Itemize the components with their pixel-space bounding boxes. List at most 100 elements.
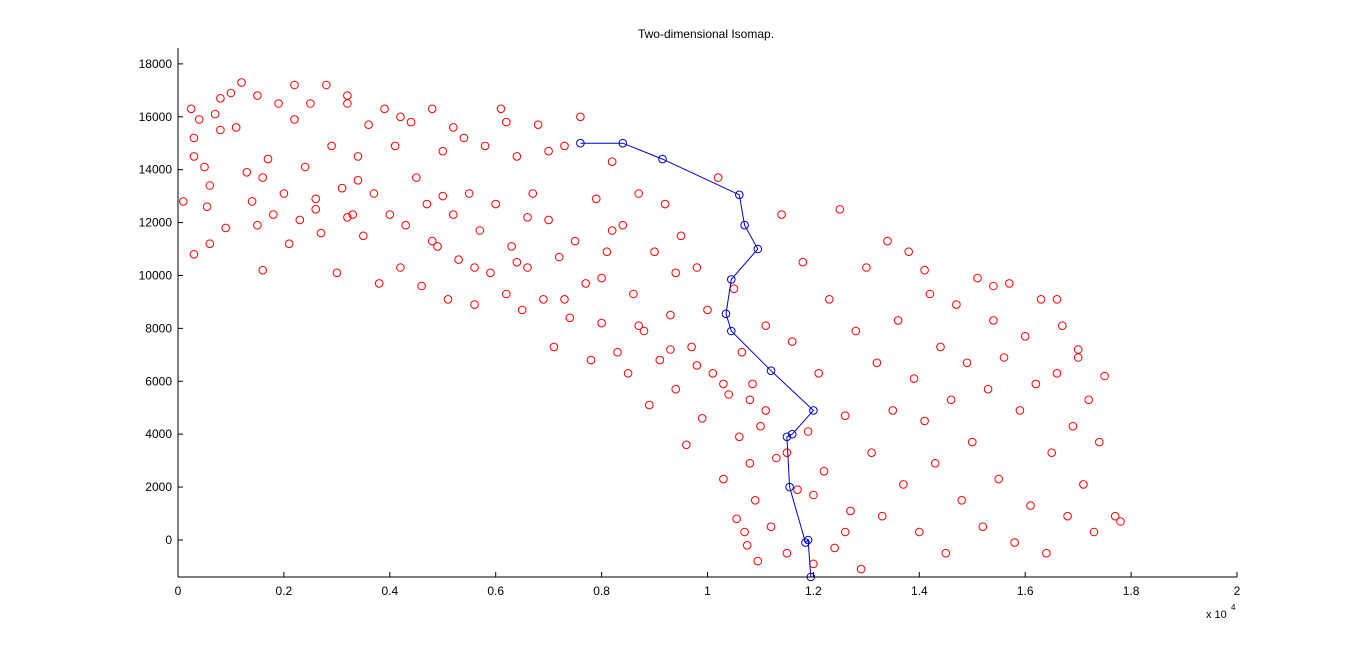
data-point <box>1100 371 1109 381</box>
data-point <box>623 369 633 378</box>
data-point <box>753 556 763 566</box>
data-point <box>502 289 511 299</box>
x-axis-ticks: 0 0.2 0.4 0.6 0.8 1 1.2 1.4 1.6 1.8 2 <box>175 572 1241 598</box>
data-point <box>936 342 945 352</box>
data-point <box>666 310 675 320</box>
data-point <box>470 263 479 272</box>
data-point <box>671 268 681 278</box>
data-point <box>883 236 892 246</box>
data-point <box>727 326 736 336</box>
data-point <box>210 109 220 119</box>
data-point <box>904 247 914 256</box>
data-point <box>443 295 453 304</box>
data-point <box>782 432 792 442</box>
data-point <box>449 210 458 219</box>
data-point <box>226 88 236 98</box>
data-point <box>533 120 543 129</box>
data-point <box>735 190 744 200</box>
data-point <box>785 482 794 492</box>
data-point <box>202 202 212 211</box>
data-point <box>1073 345 1083 354</box>
data-point <box>396 112 405 122</box>
data-point <box>745 459 755 468</box>
data-point <box>449 123 458 132</box>
plot-area <box>178 48 1237 577</box>
x-tick-label: 1 <box>704 584 711 598</box>
x-tick-label: 0.8 <box>593 584 610 598</box>
data-point <box>803 427 813 436</box>
data-point <box>809 406 818 415</box>
data-point <box>269 210 278 219</box>
data-point <box>1042 548 1051 558</box>
data-point <box>721 309 731 319</box>
data-point <box>470 300 479 309</box>
data-point <box>761 406 771 415</box>
data-point <box>761 321 771 331</box>
data-point <box>607 226 617 235</box>
y-tick-label: 2000 <box>145 480 172 494</box>
data-point <box>1036 295 1046 304</box>
data-point <box>814 369 824 378</box>
data-point <box>327 141 336 151</box>
data-point <box>719 474 728 484</box>
data-point <box>523 263 532 272</box>
data-point <box>782 548 792 558</box>
data-point <box>840 527 850 537</box>
x-exponent-label: x 10 <box>1206 609 1227 621</box>
data-point <box>385 210 395 219</box>
series-1 <box>576 138 818 582</box>
data-point <box>480 141 490 151</box>
data-point <box>221 223 230 233</box>
data-point <box>284 239 294 248</box>
data-point <box>787 337 797 346</box>
data-point <box>658 154 667 164</box>
data-point <box>427 236 437 246</box>
data-point <box>888 406 898 415</box>
y-tick-label: 14000 <box>139 163 173 177</box>
data-point <box>348 210 358 219</box>
data-point <box>1058 321 1067 331</box>
data-point <box>983 384 993 394</box>
data-point <box>989 281 998 291</box>
data-point <box>618 220 628 230</box>
data-point <box>867 448 876 458</box>
data-point <box>607 157 617 166</box>
data-point <box>719 379 728 389</box>
data-point <box>618 138 628 148</box>
data-point <box>576 138 585 148</box>
data-point <box>380 104 389 114</box>
data-point <box>295 215 305 225</box>
data-point <box>390 141 400 151</box>
data-point <box>756 421 765 431</box>
data-point <box>517 305 527 315</box>
data-point <box>343 91 352 100</box>
x-tick-label: 0.2 <box>276 584 293 598</box>
data-point <box>454 255 463 264</box>
data-point <box>216 94 225 103</box>
data-point <box>772 453 781 463</box>
data-point <box>803 535 813 545</box>
data-point <box>737 347 747 357</box>
data-point <box>809 490 818 500</box>
data-point <box>528 189 538 198</box>
data-point <box>727 275 736 284</box>
data-point <box>766 522 776 532</box>
data-point <box>274 99 283 108</box>
y-tick-label: 8000 <box>145 321 172 335</box>
data-point <box>306 99 315 108</box>
data-point <box>748 379 757 389</box>
data-point <box>930 459 940 468</box>
data-point <box>560 141 569 151</box>
x-tick-label: 0 <box>175 584 182 598</box>
y-tick-label: 6000 <box>145 374 172 388</box>
x-tick-label: 1.8 <box>1123 584 1140 598</box>
x-tick-label: 0.6 <box>487 584 504 598</box>
x-tick-label: 1.2 <box>805 584 822 598</box>
data-point <box>438 146 448 156</box>
data-point <box>777 210 786 219</box>
data-point <box>359 231 368 241</box>
data-point <box>205 239 215 248</box>
data-point <box>427 104 437 114</box>
data-point <box>417 281 426 291</box>
data-point <box>263 154 273 164</box>
